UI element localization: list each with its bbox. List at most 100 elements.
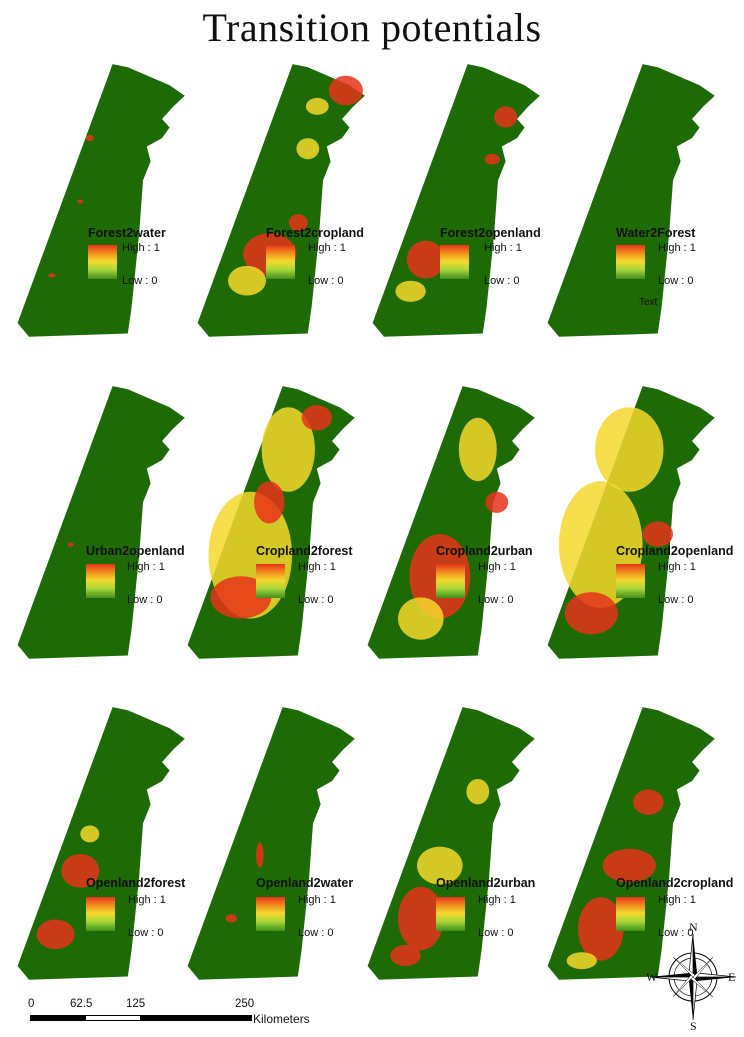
transition-hotspot [48, 273, 56, 278]
panel-openland2water: Openland2water High : 1 Low : 0 [180, 705, 370, 985]
transition-hotspot [642, 521, 673, 547]
legend-high-label: High : 1 [478, 561, 516, 573]
transition-hotspot [296, 138, 320, 160]
legend-color-ramp [436, 564, 465, 598]
compass-east-label: E [728, 970, 736, 984]
legend-color-ramp [256, 564, 285, 598]
panel-urban2openland: Urban2openland High : 1 Low : 0 [10, 384, 200, 664]
map-openland2forest [17, 707, 185, 980]
study-area-shape [547, 64, 715, 337]
legend-high-label: High : 1 [658, 242, 696, 254]
study-area-shape [17, 386, 185, 659]
transition-hotspot [566, 952, 597, 970]
legend-high-label: High : 1 [298, 894, 336, 906]
panel-cropland2openland: Cropland2openland High : 1 Low : 0 [540, 384, 734, 664]
compass-south-label: S [690, 1019, 697, 1033]
transition-hotspot [80, 825, 100, 843]
transition-hotspot [494, 106, 517, 128]
transition-hotspot [254, 481, 285, 524]
compass-rose-icon [649, 933, 737, 1021]
transition-hotspot [595, 407, 664, 492]
transition-hotspot [225, 914, 237, 923]
transition-hotspot [61, 853, 100, 888]
legend-low-label: Low : 0 [484, 275, 520, 287]
map-openland2urban [367, 707, 535, 980]
legend-title: Cropland2forest [256, 544, 353, 558]
legend-title: Cropland2openland [616, 544, 734, 558]
legend-high-label: High : 1 [298, 561, 336, 573]
legend-color-ramp [440, 245, 469, 279]
scale-segment [85, 1015, 141, 1021]
legend-low-label: Low : 0 [127, 594, 163, 606]
legend-high-label: High : 1 [658, 894, 696, 906]
compass-north-label: N [689, 920, 698, 934]
panel-forest2water: Forest2water High : 1 Low : 0 [10, 62, 200, 342]
legend-low-label: Low : 0 [298, 594, 334, 606]
transition-hotspot [261, 407, 315, 492]
legend-low-label: Low : 0 [658, 594, 694, 606]
legend-title: Openland2cropland [616, 876, 734, 890]
study-area-shape [17, 707, 185, 980]
legend-color-ramp [86, 897, 115, 931]
panel-openland2cropland: Openland2cropland High : 1 Low : 0 [540, 705, 734, 985]
panel-openland2urban: Openland2urban High : 1 Low : 0 [360, 705, 550, 985]
legend-title: Openland2forest [86, 876, 186, 890]
transition-hotspot [67, 542, 74, 547]
panel-forest2cropland: Forest2cropland High : 1 Low : 0 [190, 62, 380, 342]
scale-units: Kilometers [253, 1012, 310, 1026]
map-forest2water [17, 64, 185, 337]
legend-low-label: Low : 0 [658, 275, 694, 287]
legend-title: Cropland2urban [436, 544, 533, 558]
transition-hotspot [417, 846, 463, 885]
panel-forest2openland: Forest2openland High : 1 Low : 0 [365, 62, 555, 342]
legend-color-ramp [88, 245, 117, 279]
transition-hotspot [301, 405, 332, 431]
legend-high-label: High : 1 [308, 242, 346, 254]
legend-color-ramp [266, 245, 295, 279]
panel-cropland2urban: Cropland2urban High : 1 Low : 0 [360, 384, 550, 664]
legend-high-label: High : 1 [478, 894, 516, 906]
legend-title: Water2Forest [616, 226, 696, 240]
transition-hotspot [458, 417, 497, 482]
map-cropland2urban [367, 386, 535, 659]
legend-extra-text: Text [639, 297, 658, 308]
transition-hotspot [228, 265, 266, 296]
legend-low-label: Low : 0 [122, 275, 158, 287]
transition-hotspot [484, 153, 500, 165]
transition-hotspot [86, 134, 94, 142]
scale-tick-label: 250 [235, 998, 255, 1010]
map-openland2water [187, 707, 355, 980]
map-cropland2forest [187, 386, 355, 659]
map-urban2openland [17, 386, 185, 659]
legend-title: Forest2openland [440, 226, 541, 240]
study-area-shape [367, 386, 535, 659]
study-area-shape [187, 707, 355, 980]
scale-segment [30, 1015, 86, 1021]
study-area-shape [17, 64, 185, 337]
map-forest2openland [372, 64, 540, 337]
figure-title: Transition potentials [202, 5, 542, 50]
legend-color-ramp [616, 564, 645, 598]
transition-hotspot [305, 97, 329, 115]
legend-color-ramp [616, 245, 645, 279]
transition-hotspot [36, 919, 75, 950]
transition-hotspot [466, 778, 490, 805]
transition-hotspot [288, 214, 308, 232]
legend-low-label: Low : 0 [478, 594, 514, 606]
transition-hotspot [485, 491, 509, 513]
panel-cropland2forest: Cropland2forest High : 1 Low : 0 [180, 384, 370, 664]
study-area-shape [197, 64, 365, 337]
legend-color-ramp [436, 897, 465, 931]
scale-tick-label: 0 [28, 998, 35, 1010]
panel-openland2forest: Openland2forest High : 1 Low : 0 [10, 705, 200, 985]
legend-low-label: Low : 0 [658, 927, 694, 939]
legend-high-label: High : 1 [122, 242, 160, 254]
legend-high-label: High : 1 [658, 561, 696, 573]
transition-hotspot [406, 240, 445, 279]
legend-low-label: Low : 0 [128, 927, 164, 939]
transition-hotspot [398, 597, 444, 640]
transition-hotspot [564, 592, 618, 635]
transition-hotspot [77, 199, 84, 204]
legend-title: Openland2urban [436, 876, 536, 890]
map-water2forest [547, 64, 715, 337]
